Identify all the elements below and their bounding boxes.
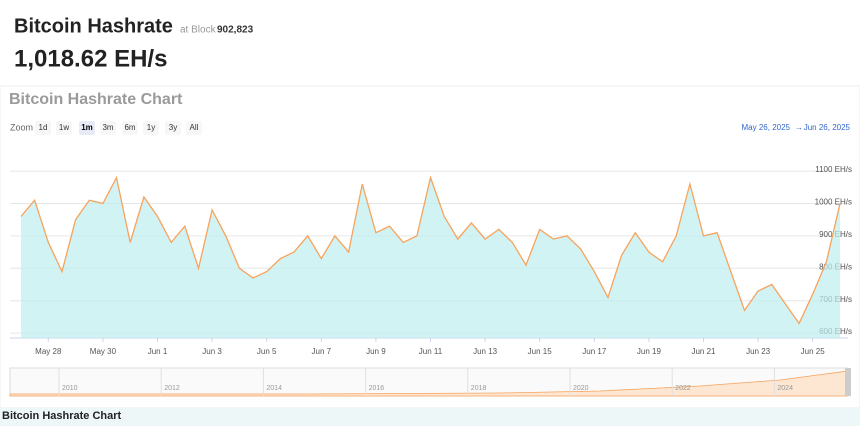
zoom-button[interactable] xyxy=(165,121,181,135)
current-value: 1,018.62 EH/s xyxy=(14,45,167,72)
zoom-button-label[interactable]: 1w xyxy=(59,123,69,132)
x-tick-label: May 30 xyxy=(90,347,117,356)
block-prefix: at Block xyxy=(180,25,217,36)
range-to: Jun 26, 2025 xyxy=(804,123,851,132)
zoom-button-label[interactable]: All xyxy=(190,123,199,132)
navigator-year: 2024 xyxy=(777,385,793,392)
x-tick-label: May 28 xyxy=(35,347,62,356)
line xyxy=(20,175,841,325)
chart-title: Bitcoin Hashrate Chart xyxy=(9,91,183,108)
x-tick-label: Jun 9 xyxy=(366,347,386,356)
navigator-year: 2010 xyxy=(62,385,78,392)
y-tick-label: 1000 EH/s xyxy=(815,198,852,207)
navigator-year: 2022 xyxy=(675,385,691,392)
x-tick-label: Jun 11 xyxy=(419,347,443,356)
x-tick-label: Jun 5 xyxy=(257,347,277,356)
area xyxy=(21,177,840,338)
x-tick-label: Jun 23 xyxy=(746,347,771,356)
x-tick-label: Jun 13 xyxy=(473,347,498,356)
zoom-button-label[interactable]: 1d xyxy=(39,123,48,132)
zoom-button[interactable] xyxy=(143,121,159,135)
navigator-handle[interactable] xyxy=(845,368,851,396)
zoom-button[interactable] xyxy=(35,121,51,135)
x-tick-label: Jun 15 xyxy=(528,347,553,356)
zoom-button[interactable] xyxy=(56,121,72,135)
zoom-button[interactable] xyxy=(186,121,202,135)
y-tick-label: 1100 EH/s xyxy=(815,165,852,174)
x-tick-label: Jun 21 xyxy=(691,347,716,356)
navigator-year: 2020 xyxy=(573,385,589,392)
zoom-button-label[interactable]: 3m xyxy=(102,123,113,132)
block-number: 902,823 xyxy=(217,25,254,36)
zoom-button[interactable] xyxy=(79,121,95,135)
page-title: Bitcoin Hashrate xyxy=(14,15,173,37)
range-from: May 26, 2025 xyxy=(742,123,791,132)
navigator-year: 2012 xyxy=(164,385,180,392)
navigator-series xyxy=(9,370,849,397)
zoom-button-label[interactable]: 3y xyxy=(169,123,177,132)
footer xyxy=(0,408,860,426)
x-tick-label: Jun 17 xyxy=(582,347,607,356)
zoom-label: Zoom xyxy=(10,122,33,132)
range-arrow: → xyxy=(795,123,803,132)
x-tick-label: Jun 19 xyxy=(637,347,662,356)
x-tick-label: Jun 25 xyxy=(801,347,826,356)
x-tick-label: Jun 3 xyxy=(202,347,222,356)
x-tick-label: Jun 1 xyxy=(148,347,168,356)
navigator-year: 2014 xyxy=(266,385,282,392)
zoom-button-label[interactable]: 1m xyxy=(81,123,93,132)
zoom-button[interactable] xyxy=(122,121,138,135)
footer-title: Bitcoin Hashrate Chart xyxy=(2,410,122,422)
navigator-year: 2018 xyxy=(471,385,487,392)
zoom-button-label[interactable]: 1y xyxy=(147,123,155,132)
x-tick-label: Jun 7 xyxy=(312,347,332,356)
zoom-button-label[interactable]: 6m xyxy=(124,123,135,132)
zoom-button[interactable] xyxy=(100,121,116,135)
navigator-year: 2016 xyxy=(369,385,385,392)
